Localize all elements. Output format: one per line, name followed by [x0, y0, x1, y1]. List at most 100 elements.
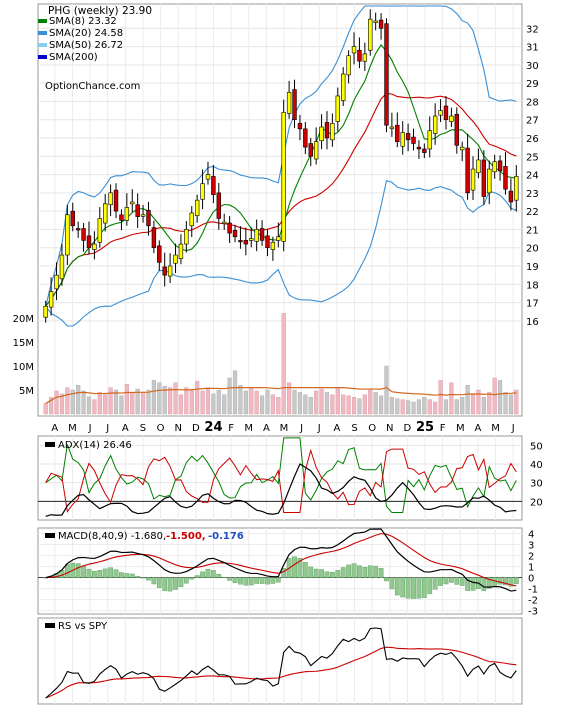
candle-body: [508, 190, 514, 203]
volume-bar: [514, 389, 519, 415]
candle-body: [130, 201, 135, 205]
x-tick-label: M: [280, 423, 289, 434]
legend-label: SMA(8) 23.32: [49, 16, 117, 27]
candle-body: [308, 143, 313, 157]
macd-histogram-bar: [389, 577, 395, 590]
macd-histogram-bar: [129, 573, 135, 578]
volume-bar: [287, 382, 292, 415]
candle-body: [146, 209, 151, 227]
macd-histogram-bar: [394, 577, 400, 596]
volume-bar: [200, 390, 205, 415]
candle-body: [140, 214, 146, 217]
candle-body: [92, 243, 97, 250]
macd-tick-label: 3: [528, 541, 534, 552]
macd-histogram-bar: [297, 558, 303, 578]
legend-swatch: [38, 19, 47, 23]
macd-histogram-bar: [367, 565, 373, 578]
macd-histogram-bar: [108, 567, 113, 578]
volume-bar: [422, 397, 427, 415]
macd-histogram-bar: [200, 571, 205, 578]
price-tick-label: 32: [526, 24, 539, 35]
x-tick-label: F: [440, 423, 446, 434]
macd-tick-label: -2: [528, 596, 538, 607]
candle-body: [400, 132, 405, 147]
rs-panel: RS vs SPY: [37, 617, 523, 705]
candle-body: [162, 266, 167, 276]
macd-histogram-bar: [156, 577, 162, 588]
volume-tick-label: 10M: [13, 362, 34, 373]
candles: [43, 9, 519, 323]
volume-bar: [173, 382, 178, 415]
price-tick-label: 16: [526, 317, 539, 328]
macd-histogram-bar: [205, 568, 211, 578]
volume-bar: [86, 396, 92, 415]
macd-histogram-bar: [146, 577, 151, 581]
candle-body: [97, 218, 102, 243]
candle-body: [135, 204, 140, 217]
macd-histogram-bar: [292, 556, 297, 578]
macd-histogram-bar: [427, 577, 433, 595]
volume-bar: [227, 377, 232, 415]
macd-histogram-bar: [308, 566, 314, 578]
macd-histogram-bar: [151, 577, 157, 585]
volume-bar: [378, 395, 384, 415]
candle-body: [303, 128, 308, 148]
volume-bar: [135, 388, 140, 415]
x-tick-label: M: [244, 423, 253, 434]
candle-body: [443, 105, 449, 121]
candle-body: [43, 305, 48, 318]
volume-bar: [476, 389, 481, 415]
x-tick-label: A: [51, 423, 58, 434]
macd-histogram-bar: [178, 577, 184, 588]
candle-body: [492, 161, 497, 173]
macd-histogram-bar: [335, 569, 341, 578]
moving-averages: [45, 44, 517, 307]
volume-bar: [389, 397, 394, 415]
candle-body: [405, 133, 411, 141]
candle-body: [167, 265, 173, 277]
sma8-line: [45, 44, 517, 307]
rs-panel-frame: [37, 617, 523, 705]
volume-bar: [97, 392, 102, 415]
macd-histogram-bar: [162, 577, 168, 592]
macd-lines: [45, 528, 517, 592]
macd-signal-value: -1.500,: [166, 531, 206, 542]
macd-histogram-bar: [302, 562, 308, 578]
volume-bar: [433, 401, 438, 415]
volume-bar: [330, 394, 335, 415]
sma20-line: [45, 92, 517, 307]
candle-body: [384, 23, 389, 126]
macd-histogram-bar: [265, 577, 270, 585]
candle-body: [476, 159, 481, 174]
adx-tick-label: 50: [530, 441, 543, 452]
macd-histogram-bar: [86, 568, 92, 578]
volume-bar: [254, 390, 259, 415]
volume-bar: [243, 390, 248, 415]
candle-body: [422, 148, 427, 153]
price-tick-label: 28: [526, 97, 539, 108]
volume-bar: [184, 387, 189, 415]
volume-bar: [395, 398, 400, 415]
volume-bar: [216, 389, 221, 415]
macd-histogram-bar: [275, 577, 281, 583]
x-tick-label: A: [333, 423, 340, 434]
price-tick-label: 29: [526, 79, 539, 90]
candle-body: [487, 168, 492, 194]
candle-body: [254, 229, 259, 242]
candle-body: [86, 235, 92, 249]
upper-band-line: [45, 5, 517, 307]
macd-histogram-bar: [319, 569, 324, 578]
macd-histogram-bar: [140, 577, 146, 579]
adx-panel: 20 30 40 50 ADX(14) 26.46: [37, 435, 543, 521]
volume-bar: [92, 399, 97, 415]
candle-body: [54, 274, 59, 290]
volume-bar: [54, 390, 59, 415]
macd-histogram-bar: [119, 572, 124, 578]
adx-tick-label: 40: [530, 460, 543, 471]
candle-body: [184, 229, 189, 245]
candle-body: [378, 19, 384, 29]
volume-bar: [103, 394, 108, 415]
macd-histogram-bar: [173, 577, 178, 590]
macd-histogram-bar: [432, 577, 438, 590]
